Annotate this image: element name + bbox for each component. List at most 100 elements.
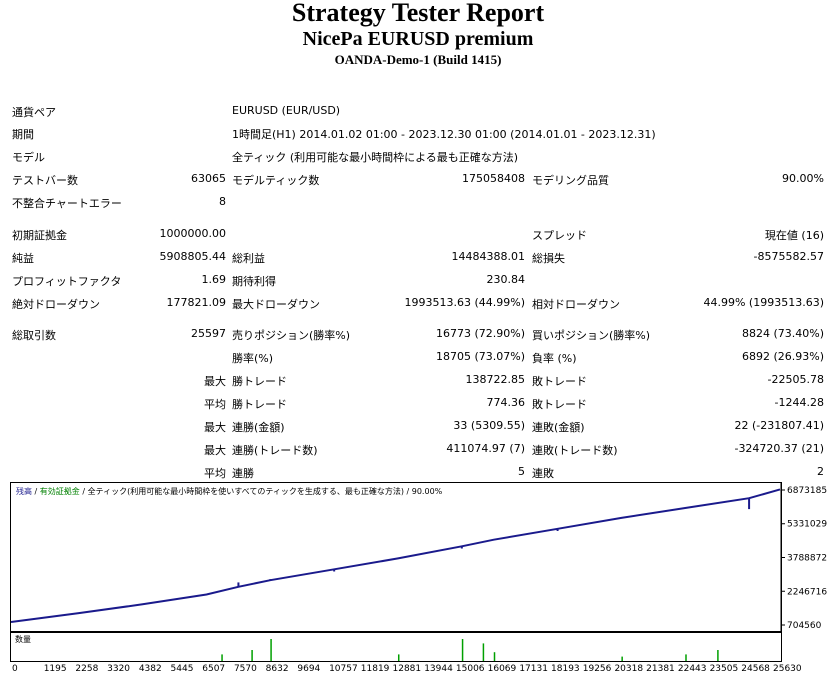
volume-bar	[251, 650, 253, 661]
col2-value: 774.36	[486, 396, 526, 409]
y-tick-label: 6873185	[787, 486, 827, 496]
x-tick-label: 16069	[487, 664, 517, 674]
volume-bar	[270, 639, 272, 661]
row-label: 初期証拠金	[12, 229, 67, 242]
col3-value: -8575582.57	[753, 250, 824, 263]
x-tick-label: 4382	[138, 664, 162, 674]
col1-value: 1.69	[201, 273, 227, 286]
volume-bar	[685, 654, 687, 661]
col3-label: 負率 (%)	[532, 352, 577, 365]
col2-label: 期待利得	[232, 275, 276, 288]
col2-label: 勝率(%)	[232, 352, 274, 365]
col1-value: 最大	[204, 444, 226, 457]
row-value: EURUSD (EUR/USD)	[232, 104, 341, 117]
volume-bar	[621, 656, 623, 661]
col2-value: 5	[518, 465, 525, 478]
row-value: 全ティック (利用可能な最小時間枠による最も正確な方法)	[232, 151, 519, 164]
col1-value: 平均	[204, 467, 226, 480]
row-label: 総取引数	[12, 329, 56, 342]
x-tick-label: 22443	[677, 664, 707, 674]
col3-label: 連敗	[532, 467, 554, 480]
x-tick-label: 9694	[297, 664, 321, 674]
row-label: 通貨ペア	[12, 106, 56, 119]
col2-label: 最大ドローダウン	[232, 298, 320, 311]
x-tick-label: 19256	[582, 664, 612, 674]
col2-value: 18705 (73.07%)	[435, 350, 525, 363]
row-label: 絶対ドローダウン	[12, 298, 100, 311]
col2-label: 総利益	[232, 252, 265, 265]
plot-frame	[10, 482, 782, 632]
x-tick-label: 0	[12, 664, 18, 674]
row-label: 純益	[12, 252, 34, 265]
col1-value: 最大	[204, 375, 226, 388]
col2-label: 連勝(金額)	[232, 421, 285, 434]
x-tick-label: 5445	[170, 664, 194, 674]
x-tick-label: 17131	[519, 664, 548, 674]
report-subtitle: NicePa EURUSD premium	[302, 28, 534, 50]
balance-chart: 6873185 5331029 3788872 2246716 704560 残高 / …	[10, 482, 827, 632]
y-tick-label: 704560	[787, 621, 822, 631]
x-tick-label: 21381	[646, 664, 675, 674]
volume-bar	[717, 650, 719, 661]
col1-value: 63065	[191, 172, 226, 185]
col3-value: 90.00%	[782, 172, 824, 185]
col2-value: 14484388.01	[451, 250, 525, 263]
row-label: テストバー数	[12, 174, 78, 187]
x-tick-label: 1195	[43, 664, 67, 674]
volume-label: 数量	[15, 634, 31, 644]
col3-value: 44.99% (1993513.63)	[703, 296, 824, 309]
legend-equity: 有効証拠金	[40, 486, 80, 496]
volume-bar	[482, 643, 485, 661]
row-label: モデル	[12, 151, 45, 164]
x-tick-label: 15006	[455, 664, 485, 674]
volume-bar	[493, 652, 496, 661]
col3-label: 連敗(金額)	[532, 421, 585, 434]
x-tick-label: 12881	[392, 664, 422, 674]
col2-label: 勝トレード	[232, 375, 287, 388]
col2-label: 売りポジション(勝率%)	[232, 329, 351, 342]
col3-label: スプレッド	[532, 229, 587, 242]
x-tick-label: 7570	[233, 664, 257, 674]
col3-value: -22505.78	[767, 373, 824, 386]
col3-label: 買いポジション(勝率%)	[532, 329, 651, 342]
chart-legend: 残高 / 有効証拠金 / 全ティック(利用可能な最小時間枠を使いすべてのティック…	[16, 486, 443, 496]
x-tick-label: 2258	[75, 664, 99, 674]
col3-value: -1244.28	[774, 396, 824, 409]
col3-label: 総損失	[532, 252, 565, 265]
col1-value: 25597	[191, 327, 226, 340]
col1-value: 最大	[204, 421, 226, 434]
col1-value: 8	[219, 195, 226, 208]
server-build: OANDA-Demo-1 (Build 1415)	[334, 52, 502, 67]
col3-value: 6892 (26.93%)	[741, 350, 824, 363]
col1-value: 5908805.44	[159, 250, 226, 263]
x-tick-label: 20318	[614, 664, 644, 674]
col3-label: 敗トレード	[532, 398, 587, 411]
col3-value: 2	[817, 465, 824, 478]
x-tick-label: 23505	[709, 664, 739, 674]
col3-label: 連敗(トレード数)	[532, 444, 618, 457]
volume-bar	[397, 654, 400, 661]
legend-quality: 90.00%	[412, 487, 443, 496]
col2-value: 1993513.63 (44.99%)	[404, 296, 525, 309]
x-tick-label: 3320	[107, 664, 131, 674]
col3-value: -324720.37 (21)	[734, 442, 824, 455]
col2-value: 175058408	[462, 172, 525, 185]
x-tick-label: 18193	[551, 664, 580, 674]
volume-bar	[221, 654, 223, 661]
col3-label: モデリング品質	[532, 174, 609, 187]
col1-value: 1000000.00	[159, 227, 226, 240]
row-label: 期間	[12, 128, 34, 141]
col3-value: 現在値 (16)	[764, 229, 824, 242]
col2-value: 16773 (72.90%)	[435, 327, 525, 340]
col3-value: 8824 (73.40%)	[741, 327, 824, 340]
row-value: 1時間足(H1) 2014.01.02 01:00 - 2023.12.30 0…	[232, 128, 656, 141]
col2-value: 138722.85	[465, 373, 526, 386]
col1-value: 177821.09	[166, 296, 227, 309]
legend-balance: 残高	[16, 486, 32, 496]
y-tick-label: 5331029	[787, 520, 827, 530]
col2-value: 33 (5309.55)	[453, 419, 525, 432]
col3-label: 敗トレード	[532, 375, 587, 388]
volume-chart: 数量	[10, 632, 782, 662]
row-label: プロフィットファクタ	[12, 275, 122, 288]
x-tick-label: 10757	[329, 664, 358, 674]
